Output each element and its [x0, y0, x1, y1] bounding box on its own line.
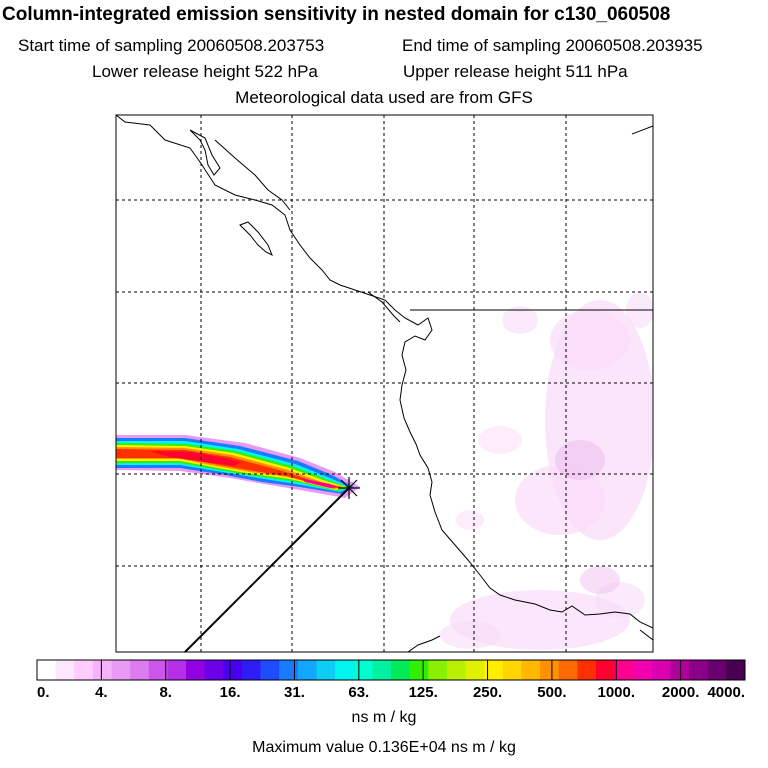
colorbar-frame	[36, 659, 746, 681]
colorbar-segment	[353, 660, 373, 680]
release-location-marker	[338, 477, 360, 499]
colorbar-unit: ns m / kg	[351, 709, 417, 726]
colorbar-tick-label: 63.	[348, 684, 369, 701]
colorbar-segment	[111, 660, 131, 680]
colorbar-segment	[577, 660, 597, 680]
colorbar-segment	[409, 660, 429, 680]
colorbar-segment	[241, 660, 261, 680]
colorbar-segment	[689, 660, 709, 680]
colorbar-segment	[74, 660, 94, 680]
colorbar-segment	[92, 660, 112, 680]
colorbar-segment	[260, 660, 280, 680]
colorbar-segment	[372, 660, 392, 680]
colorbar-segment	[279, 660, 299, 680]
colorbar-tick-label: 31.	[284, 684, 305, 701]
colorbar-tick-label: 4000.	[707, 684, 745, 701]
colorbar-segment	[37, 660, 57, 680]
colorbar-segment	[540, 660, 560, 680]
colorbar-segment	[558, 660, 578, 680]
colorbar-tick-label: 16.	[220, 684, 241, 701]
colorbar-segment	[726, 660, 746, 680]
colorbar	[36, 659, 746, 681]
colorbar-segment	[428, 660, 448, 680]
start-time-label: Start time of sampling 20060508.203753	[18, 36, 325, 55]
colorbar-segment	[130, 660, 150, 680]
colorbar-segment	[223, 660, 243, 680]
colorbar-segment	[167, 660, 187, 680]
emission-plume	[116, 435, 360, 498]
maximum-value-label: Maximum value 0.136E+04 ns m / kg	[252, 739, 516, 756]
lower-height-label: Lower release height 522 hPa	[92, 62, 318, 81]
flight-track	[184, 487, 350, 653]
colorbar-segment	[186, 660, 206, 680]
colorbar-tick-label: 250.	[473, 684, 502, 701]
weak-sensitivity-field	[440, 292, 653, 650]
lat-lon-grid	[116, 115, 653, 652]
colorbar-tick-label: 125.	[409, 684, 438, 701]
colorbar-tick-label: 4.	[95, 684, 108, 701]
map-title: Column-integrated emission sensitivity i…	[2, 4, 671, 25]
colorbar-tick-label: 1000.	[597, 684, 635, 701]
upper-height-label: Upper release height 511 hPa	[403, 62, 628, 81]
colorbar-segment	[55, 660, 75, 680]
colorbar-segment	[335, 660, 355, 680]
colorbar-segment	[633, 660, 653, 680]
colorbar-tick-label: 0.	[37, 684, 50, 701]
colorbar-segment	[465, 660, 485, 680]
colorbar-tick-label: 2000.	[662, 684, 700, 701]
colorbar-segment	[670, 660, 690, 680]
colorbar-segment	[204, 660, 224, 680]
colorbar-segment	[484, 660, 504, 680]
map-frame	[115, 114, 654, 653]
colorbar-segment	[521, 660, 541, 680]
end-time-label: End time of sampling 20060508.203935	[402, 36, 703, 55]
colorbar-segment	[502, 660, 522, 680]
colorbar-tick-label: 500.	[537, 684, 566, 701]
colorbar-segment	[595, 660, 615, 680]
colorbar-segment	[614, 660, 634, 680]
colorbar-segment	[316, 660, 336, 680]
colorbar-segment	[707, 660, 727, 680]
met-data-label: Meteorological data used are from GFS	[235, 88, 533, 107]
colorbar-segment	[446, 660, 466, 680]
coastline	[116, 115, 653, 652]
colorbar-segment	[651, 660, 671, 680]
colorbar-tick-labels: 0. 4. 8. 16. 31. 63. 125. 250. 500. 1000. 2000. 400…	[37, 684, 745, 701]
colorbar-segment	[391, 660, 411, 680]
colorbar-segment	[148, 660, 168, 680]
colorbar-segment	[297, 660, 317, 680]
colorbar-tick-label: 8.	[159, 684, 172, 701]
